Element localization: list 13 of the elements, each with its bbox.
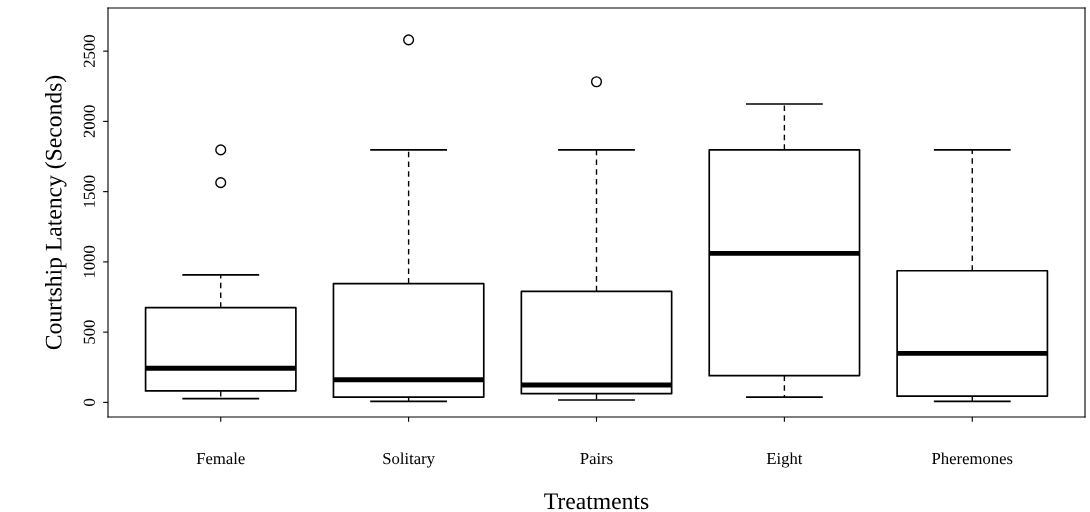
x-tick-label: Pheremones bbox=[932, 452, 1013, 465]
x-tick-label: Pairs bbox=[580, 452, 613, 465]
y-tick-label: 2500 bbox=[83, 35, 95, 68]
y-tick-label: 1000 bbox=[83, 245, 95, 278]
y-tick-label: 2000 bbox=[83, 105, 95, 138]
x-tick-label: Solitary bbox=[383, 452, 435, 468]
y-tick-label: 1500 bbox=[83, 175, 95, 207]
y-tick-label: 0 bbox=[83, 398, 95, 406]
x-axis-title: Treatments bbox=[544, 493, 649, 510]
x-tick-label: Female bbox=[196, 452, 245, 465]
y-tick-label: 500 bbox=[83, 320, 95, 344]
y-axis-title: Courtship Latency (Seconds) bbox=[45, 75, 67, 350]
x-tick-label: Eight bbox=[766, 452, 803, 468]
